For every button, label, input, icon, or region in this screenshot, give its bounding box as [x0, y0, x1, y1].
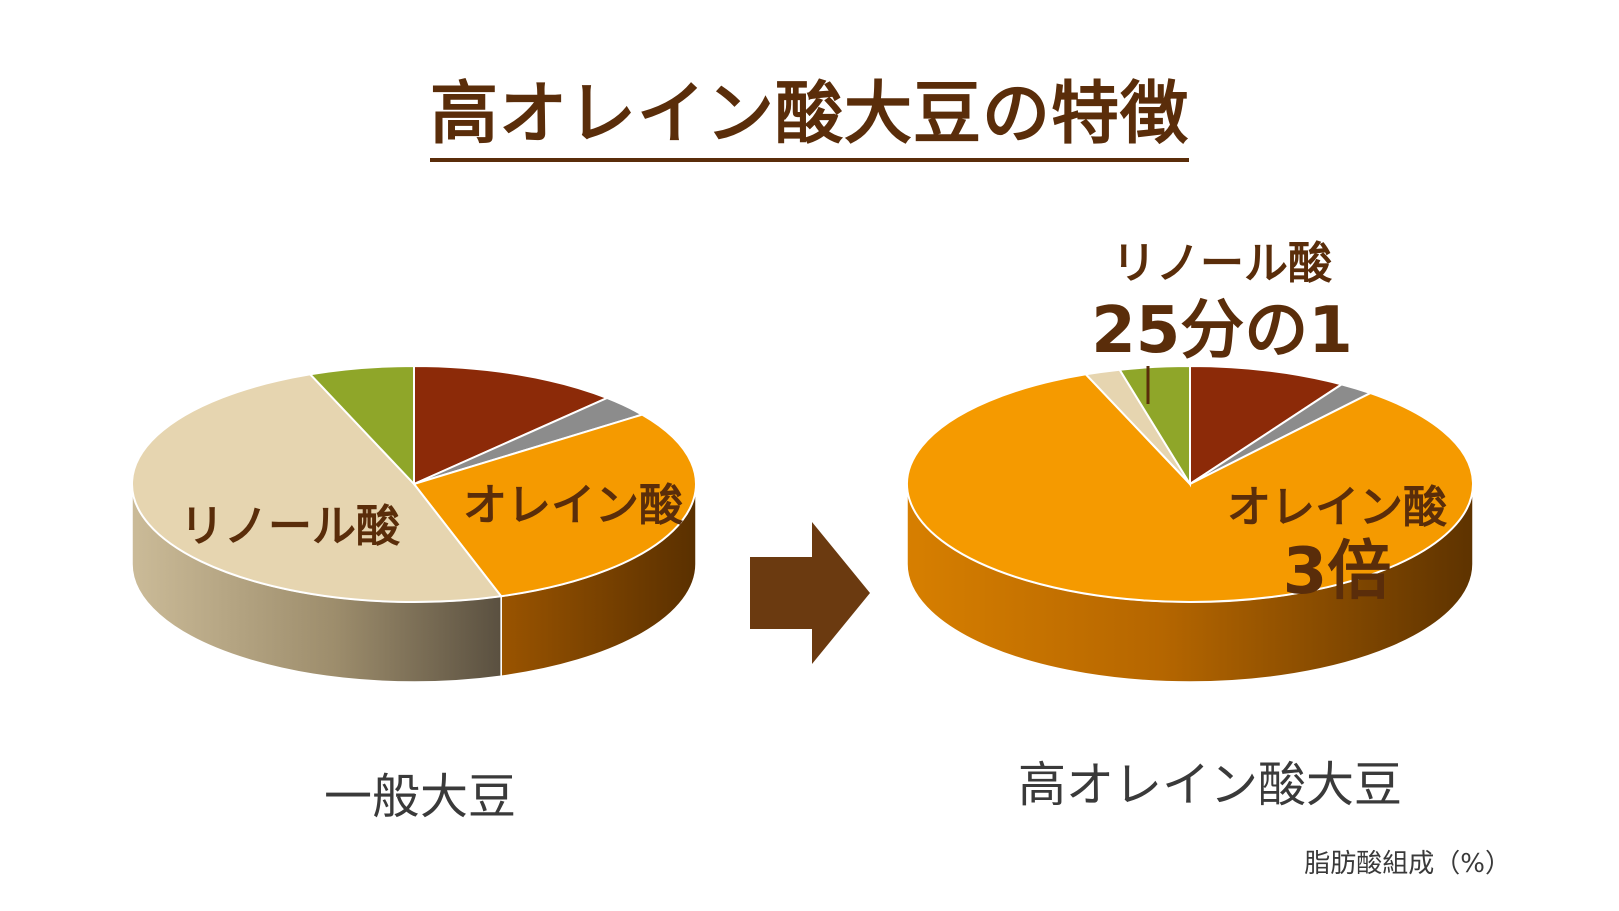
- pie-chart-normal-soybean: [131, 364, 697, 683]
- pie-slice: [1117, 364, 1191, 488]
- right-linoleic-ratio: 25分の1: [1091, 294, 1353, 368]
- right-oleic-ratio: 3倍: [1283, 535, 1392, 609]
- pie-slice: [1189, 364, 1345, 486]
- right-chart-caption: 高オレイン酸大豆: [1017, 757, 1402, 813]
- left-oleic-label: オレイン酸: [463, 480, 684, 531]
- pie-slice: [412, 413, 697, 598]
- pie-slice: [131, 373, 503, 603]
- right-arrow-icon: [750, 522, 870, 664]
- slide-title: 高オレイン酸大豆の特徴: [0, 58, 1619, 162]
- pie-chart-high-oleic-soybean: [906, 364, 1474, 683]
- left-linoleic-label: リノール酸: [180, 501, 401, 552]
- pie-slice: [308, 364, 415, 487]
- pie-slice: [906, 373, 1474, 603]
- pie-slice: [413, 364, 610, 486]
- right-linoleic-label: リノール酸: [1112, 238, 1333, 289]
- slide-title-text: 高オレイン酸大豆の特徴: [429, 75, 1189, 162]
- right-oleic-label: オレイン酸: [1227, 482, 1448, 533]
- left-chart-caption: 一般大豆: [323, 769, 516, 825]
- footnote: 脂肪酸組成（%）: [1304, 849, 1511, 879]
